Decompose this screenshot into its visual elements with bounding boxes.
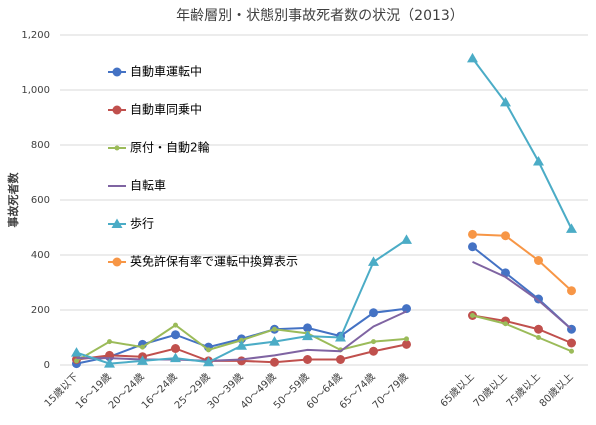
legend-label: 自動車運転中 — [130, 64, 202, 79]
legend-label: 自転車 — [130, 179, 166, 193]
marker — [203, 356, 214, 367]
legend-label: 英免許保有率で運転中換算表示 — [130, 254, 298, 269]
series-line — [472, 314, 572, 353]
marker — [566, 223, 577, 233]
marker — [335, 332, 346, 342]
marker — [270, 357, 279, 367]
marker — [368, 256, 379, 266]
marker — [534, 324, 543, 334]
marker — [104, 358, 115, 368]
legend-label: 原付・自動2輪 — [130, 140, 210, 155]
marker — [467, 52, 478, 63]
x-tick-label: 75歳以上 — [504, 371, 543, 410]
y-axis-title: 事故死者数 — [6, 172, 20, 228]
y-tick-label: 0 — [44, 360, 50, 371]
marker — [112, 257, 122, 267]
series-line — [472, 233, 573, 292]
marker — [371, 339, 376, 345]
series-line — [471, 57, 573, 230]
y-tick-label: 1,200 — [21, 30, 50, 41]
series-line — [76, 310, 407, 362]
legend-label: 歩行 — [130, 216, 154, 231]
marker — [401, 234, 412, 244]
y-tick-label: 400 — [31, 250, 50, 261]
marker — [112, 105, 122, 115]
marker — [468, 229, 477, 239]
marker — [114, 145, 120, 151]
marker — [237, 356, 246, 366]
marker — [336, 355, 345, 364]
marker — [272, 326, 277, 332]
x-tick-label: 70～79歳 — [370, 371, 411, 412]
marker — [500, 96, 511, 107]
marker — [171, 344, 180, 353]
marker — [503, 321, 508, 327]
marker — [369, 346, 378, 356]
marker — [404, 336, 409, 342]
marker — [501, 231, 510, 241]
marker — [236, 340, 247, 350]
marker — [302, 330, 313, 341]
marker — [170, 352, 181, 363]
marker — [74, 358, 79, 364]
marker — [206, 347, 211, 353]
chart-title: 年齢層別・状態別事故死者数の状況（2013） — [176, 8, 464, 24]
marker — [567, 338, 576, 348]
y-tick-label: 600 — [31, 195, 50, 206]
marker — [470, 313, 475, 318]
legend-label: 自動車同乗中 — [130, 102, 202, 117]
marker — [71, 347, 82, 357]
marker — [369, 308, 378, 318]
series-line — [472, 314, 572, 344]
series-line — [472, 260, 573, 331]
marker — [173, 322, 178, 328]
marker — [534, 256, 543, 265]
marker — [402, 304, 411, 314]
marker — [111, 218, 123, 228]
y-tick-label: 1,000 — [21, 85, 50, 96]
marker — [137, 355, 148, 365]
marker — [303, 355, 312, 364]
x-tick-label: 65歳以上 — [438, 371, 477, 410]
x-tick-label: 80歳以上 — [537, 371, 576, 410]
x-tick-label: 70歳以上 — [471, 371, 510, 410]
y-tick-label: 800 — [31, 140, 50, 151]
y-tick-label: 200 — [31, 305, 50, 316]
marker — [569, 348, 574, 354]
marker — [112, 67, 122, 77]
marker — [303, 323, 312, 333]
marker — [171, 330, 180, 340]
marker — [269, 336, 280, 346]
marker — [533, 156, 544, 166]
marker — [536, 335, 541, 340]
marker — [107, 339, 112, 345]
marker — [402, 339, 411, 349]
marker — [567, 286, 576, 296]
marker — [468, 242, 477, 252]
marker — [140, 344, 145, 350]
